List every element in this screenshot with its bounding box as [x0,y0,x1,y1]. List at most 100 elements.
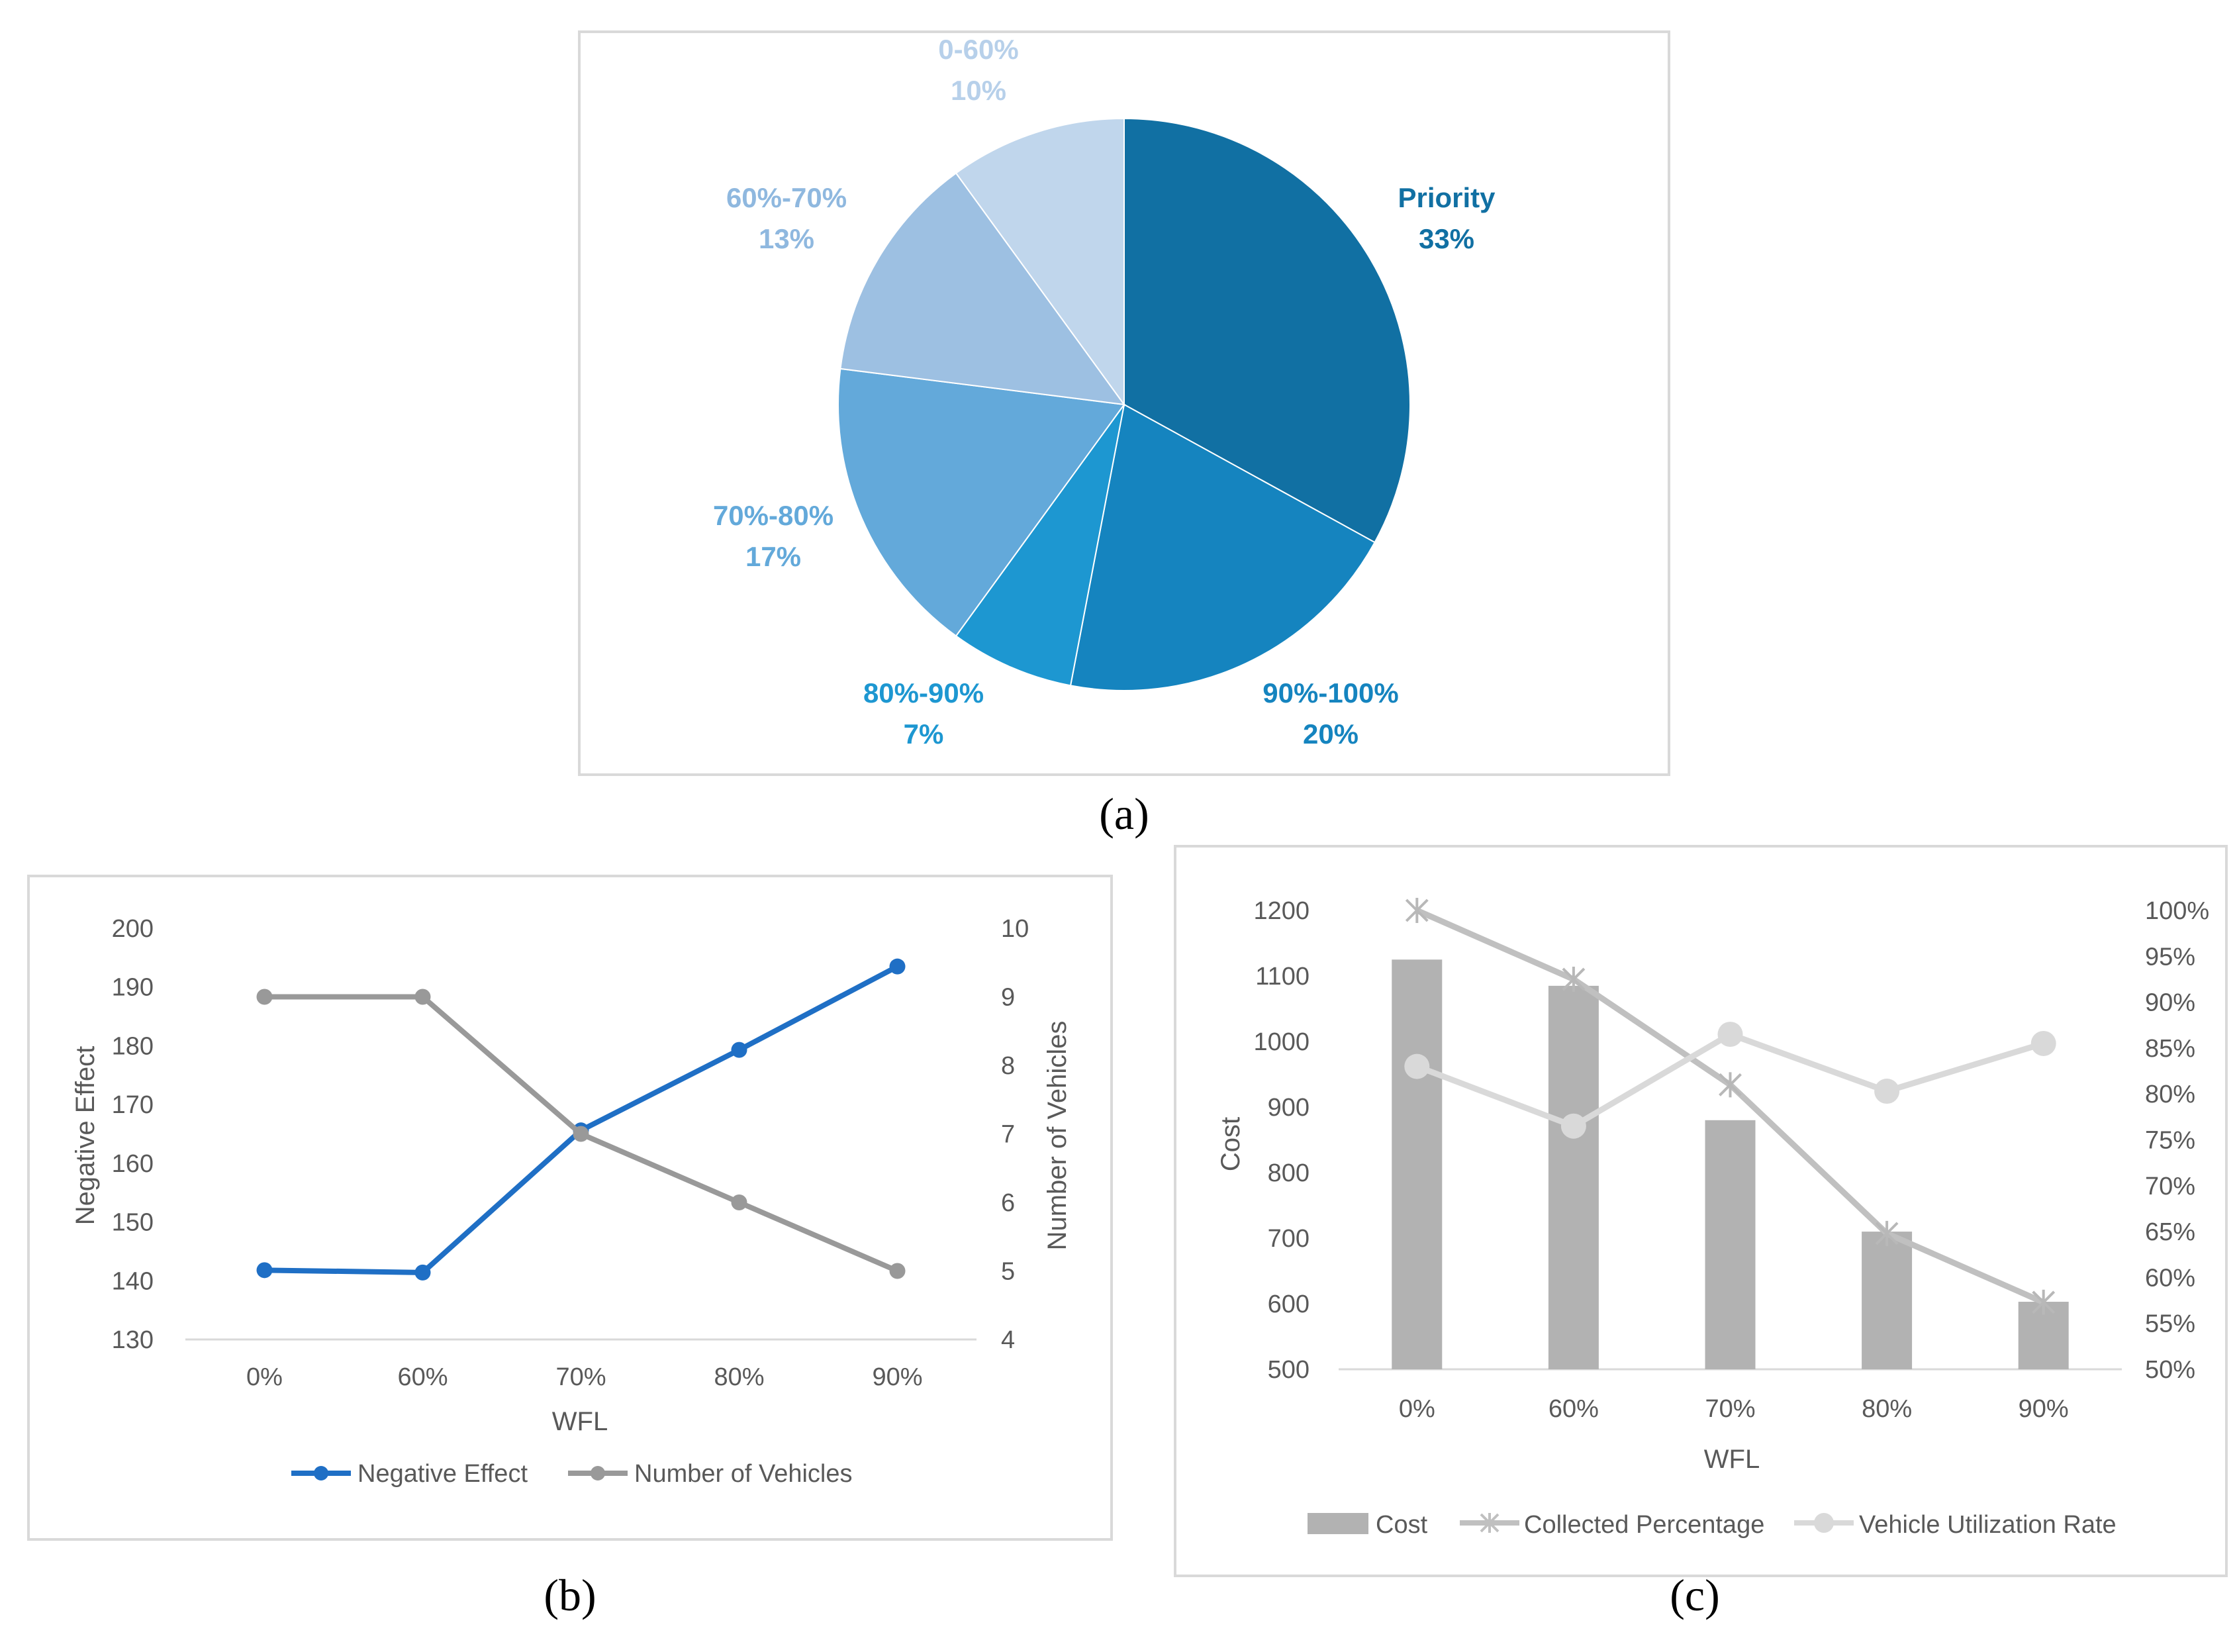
b-point-negative-effect [256,1262,273,1279]
c-point-vehicle-utilization-rate [1560,1113,1586,1139]
c-point-collected-percentage [1875,1220,1899,1246]
c-y-tick: 1000 [1253,1028,1310,1056]
pie-slice-80-90 [955,404,1125,687]
c-bar-cost [1548,985,1599,1369]
b-y2-tick: 6 [1001,1189,1015,1217]
b-y2-tick: 5 [1001,1258,1015,1286]
pie-label-80-90: 80%-90% [863,677,984,708]
pie-value-priority: 33% [1419,223,1474,254]
c-point-collected-percentage [1405,898,1429,923]
b-x-axis-title: WFL [552,1407,608,1436]
b-point-number-of-vehicles [414,989,431,1005]
c-point-vehicle-utilization-rate [1874,1079,1900,1104]
b-y2-tick: 10 [1001,915,1029,943]
c-legend-swatch-cost [1308,1513,1368,1534]
panel-c-combo-chart: 500 600 700 800 900 1000 1100 1200 50% 55% 60% 65% 7… [1174,845,2228,1577]
c-x-tick: 60% [1548,1395,1599,1423]
c-y2-tick: 65% [2145,1218,2195,1246]
c-x-tick: 80% [1862,1395,1912,1423]
b-point-negative-effect [414,1264,431,1281]
c-y-tick: 600 [1268,1290,1310,1318]
pie-slice-70-80 [837,367,1125,637]
pie-slice-60-70 [839,172,1126,406]
c-legend-marker-vehicle-utilization-rate [1814,1513,1834,1533]
c-point-collected-percentage [1719,1072,1742,1098]
c-y2-tick: 55% [2145,1310,2195,1338]
c-x-tick: 70% [1705,1395,1755,1423]
c-y2-tick: 70% [2145,1173,2195,1200]
pie-value-70-80: 17% [745,541,801,572]
c-bar-cost [1862,1232,1913,1369]
b-point-negative-effect [731,1042,747,1058]
c-point-vehicle-utilization-rate [2030,1030,2056,1056]
b-legend-marker-negative-effect [314,1466,328,1481]
c-y-axis-title: Cost [1216,1117,1245,1171]
pie-slice-90-100 [1069,403,1376,691]
b-y2-tick: 7 [1001,1121,1015,1149]
c-point-vehicle-utilization-rate [1717,1022,1743,1047]
b-y-tick: 140 [112,1267,154,1295]
b-y2-tick: 9 [1001,984,1015,1012]
b-legend: Negative Effect Number of Vehicles [291,1460,853,1488]
c-y-tick: 500 [1268,1356,1310,1384]
b-x-tick: 90% [872,1363,922,1391]
pie-value-0-60: 10% [951,75,1006,106]
caption-a: (a) [1099,789,1149,839]
c-y2-tick: 100% [2145,897,2209,925]
b-legend-marker-number-of-vehicles [591,1466,605,1481]
c-x-tick: 0% [1399,1395,1435,1423]
c-legend-label-cost: Cost [1376,1511,1428,1539]
c-y-tick: 1200 [1253,897,1310,925]
b-point-number-of-vehicles [256,989,273,1005]
pie-value-90-100: 20% [1303,718,1358,750]
c-y2-tick: 60% [2145,1264,2195,1292]
pie-label-90-100: 90%-100% [1262,677,1398,708]
b-y-tick: 180 [112,1032,154,1060]
b-y-tick: 130 [112,1326,154,1354]
b-x-tick: 0% [246,1363,283,1391]
c-y2-tick: 80% [2145,1081,2195,1108]
panel-b-frame [27,875,1113,1541]
b-x-tick: 70% [555,1363,606,1391]
c-y-tick: 700 [1268,1225,1310,1253]
b-y-tick: 150 [112,1209,154,1237]
pie-slice-priority [1123,117,1411,544]
b-y-tick: 200 [112,915,154,943]
pie-label-60-70: 60%-70% [726,182,847,213]
b-x-tick: 60% [397,1363,448,1391]
panel-a-pie-chart: Priority 33% 90%-100% 20% 80%-90% 7% 70%-80% 17… [578,30,1670,776]
c-bar-cost [1705,1120,1756,1369]
b-legend-label-negative-effect: Negative Effect [357,1460,528,1488]
c-x-tick: 90% [2019,1395,2069,1423]
c-y2-tick: 90% [2145,989,2195,1017]
c-y2-tick: 85% [2145,1035,2195,1063]
pie-label-0-60: 0-60% [938,34,1018,65]
c-x-axis-title: WFL [1704,1445,1760,1474]
c-y-tick: 1100 [1255,963,1310,991]
caption-c: (c) [1670,1570,1719,1620]
pie-label-70-80: 70%-80% [713,500,834,531]
c-point-collected-percentage [2032,1289,2056,1315]
b-point-number-of-vehicles [573,1126,589,1142]
b-y-axis-title: Negative Effect [71,1046,100,1226]
c-bar-cost [1392,959,1443,1369]
panel-c-frame [1174,845,2228,1577]
b-y-tick: 190 [112,974,154,1002]
c-point-collected-percentage [1562,966,1586,992]
caption-b: (b) [544,1570,596,1620]
c-legend-label-collected-percentage: Collected Percentage [1524,1511,1764,1539]
c-y-tick: 900 [1268,1094,1310,1122]
c-legend: Cost Collected Percentage Vehicle Utiliz… [1308,1511,2117,1539]
c-y2-tick: 95% [2145,943,2195,971]
b-point-negative-effect [889,958,906,975]
pie-value-80-90: 7% [904,718,944,750]
c-y-tick: 800 [1268,1159,1310,1187]
c-y2-tick: 75% [2145,1127,2195,1155]
c-y2-tick: 50% [2145,1356,2195,1384]
c-legend-marker-collected-percentage [1480,1513,1500,1533]
b-y2-tick: 8 [1001,1052,1015,1080]
b-x-tick: 80% [714,1363,764,1391]
b-legend-label-number-of-vehicles: Number of Vehicles [634,1460,853,1488]
b-y-tick: 170 [112,1091,154,1119]
